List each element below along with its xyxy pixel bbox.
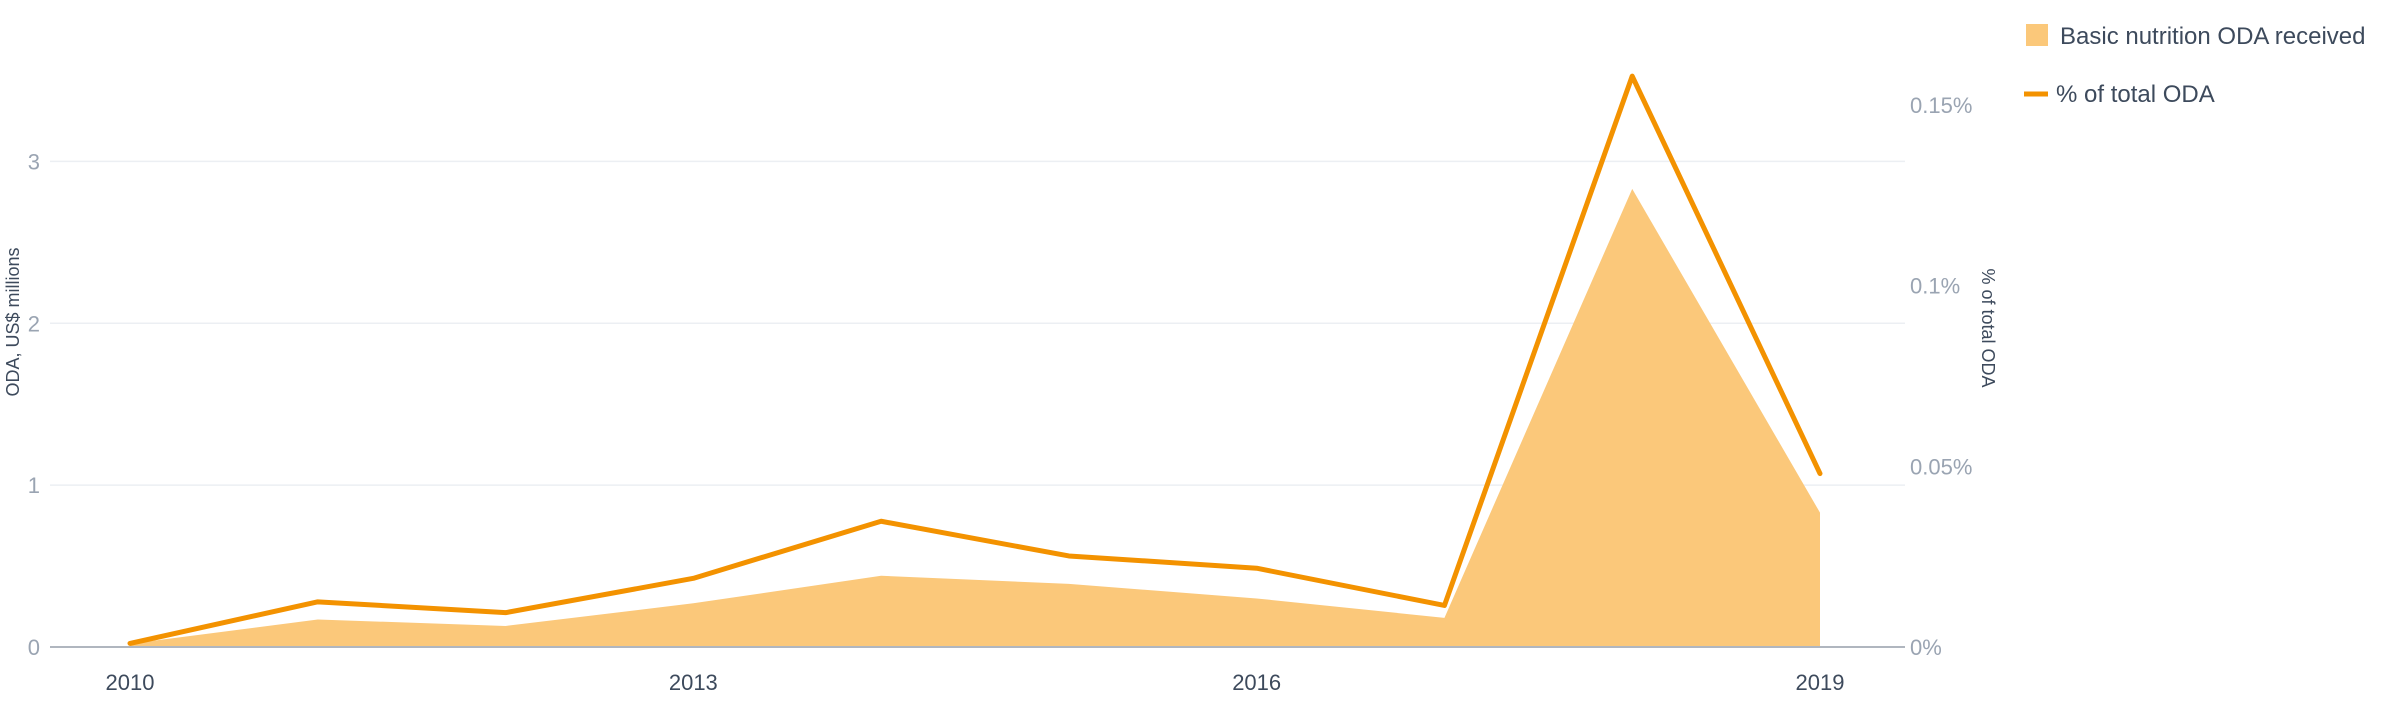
y-tick-label: 1	[28, 473, 40, 498]
y-tick-label: 2	[28, 311, 40, 336]
legend: Basic nutrition ODA received % of total O…	[2024, 23, 2365, 108]
area-series-basic-nutrition-oda	[130, 188, 1820, 647]
y2-axis-title: % of total ODA	[1978, 268, 1998, 387]
x-tick-label: 2010	[106, 670, 155, 695]
legend-label-line: % of total ODA	[2056, 81, 2215, 108]
y2-tick-label: 0.15%	[1910, 93, 1972, 118]
y2-tick-label: 0%	[1910, 635, 1942, 660]
line-series-group	[127, 73, 1823, 646]
y-tick-label: 0	[28, 635, 40, 660]
line-series-percent-total-oda	[127, 73, 1823, 646]
x-tick-label: 2016	[1232, 670, 1281, 695]
x-tick-label: 2019	[1796, 670, 1845, 695]
y-axis-title: ODA, US$ millions	[3, 247, 23, 396]
legend-swatch-area	[2026, 24, 2048, 46]
y2-tick-label: 0.1%	[1910, 274, 1960, 299]
y2-tick-label: 0.05%	[1910, 454, 1972, 479]
x-tick-label: 2013	[669, 670, 718, 695]
y-tick-label: 3	[28, 149, 40, 174]
axes: 0 1 2 3 0% 0.05% 0.1% 0.15% 2010 2013 2016 2019 ODA,…	[3, 93, 1998, 695]
legend-label-area: Basic nutrition ODA received	[2060, 23, 2365, 50]
area-series-group	[130, 188, 1820, 647]
